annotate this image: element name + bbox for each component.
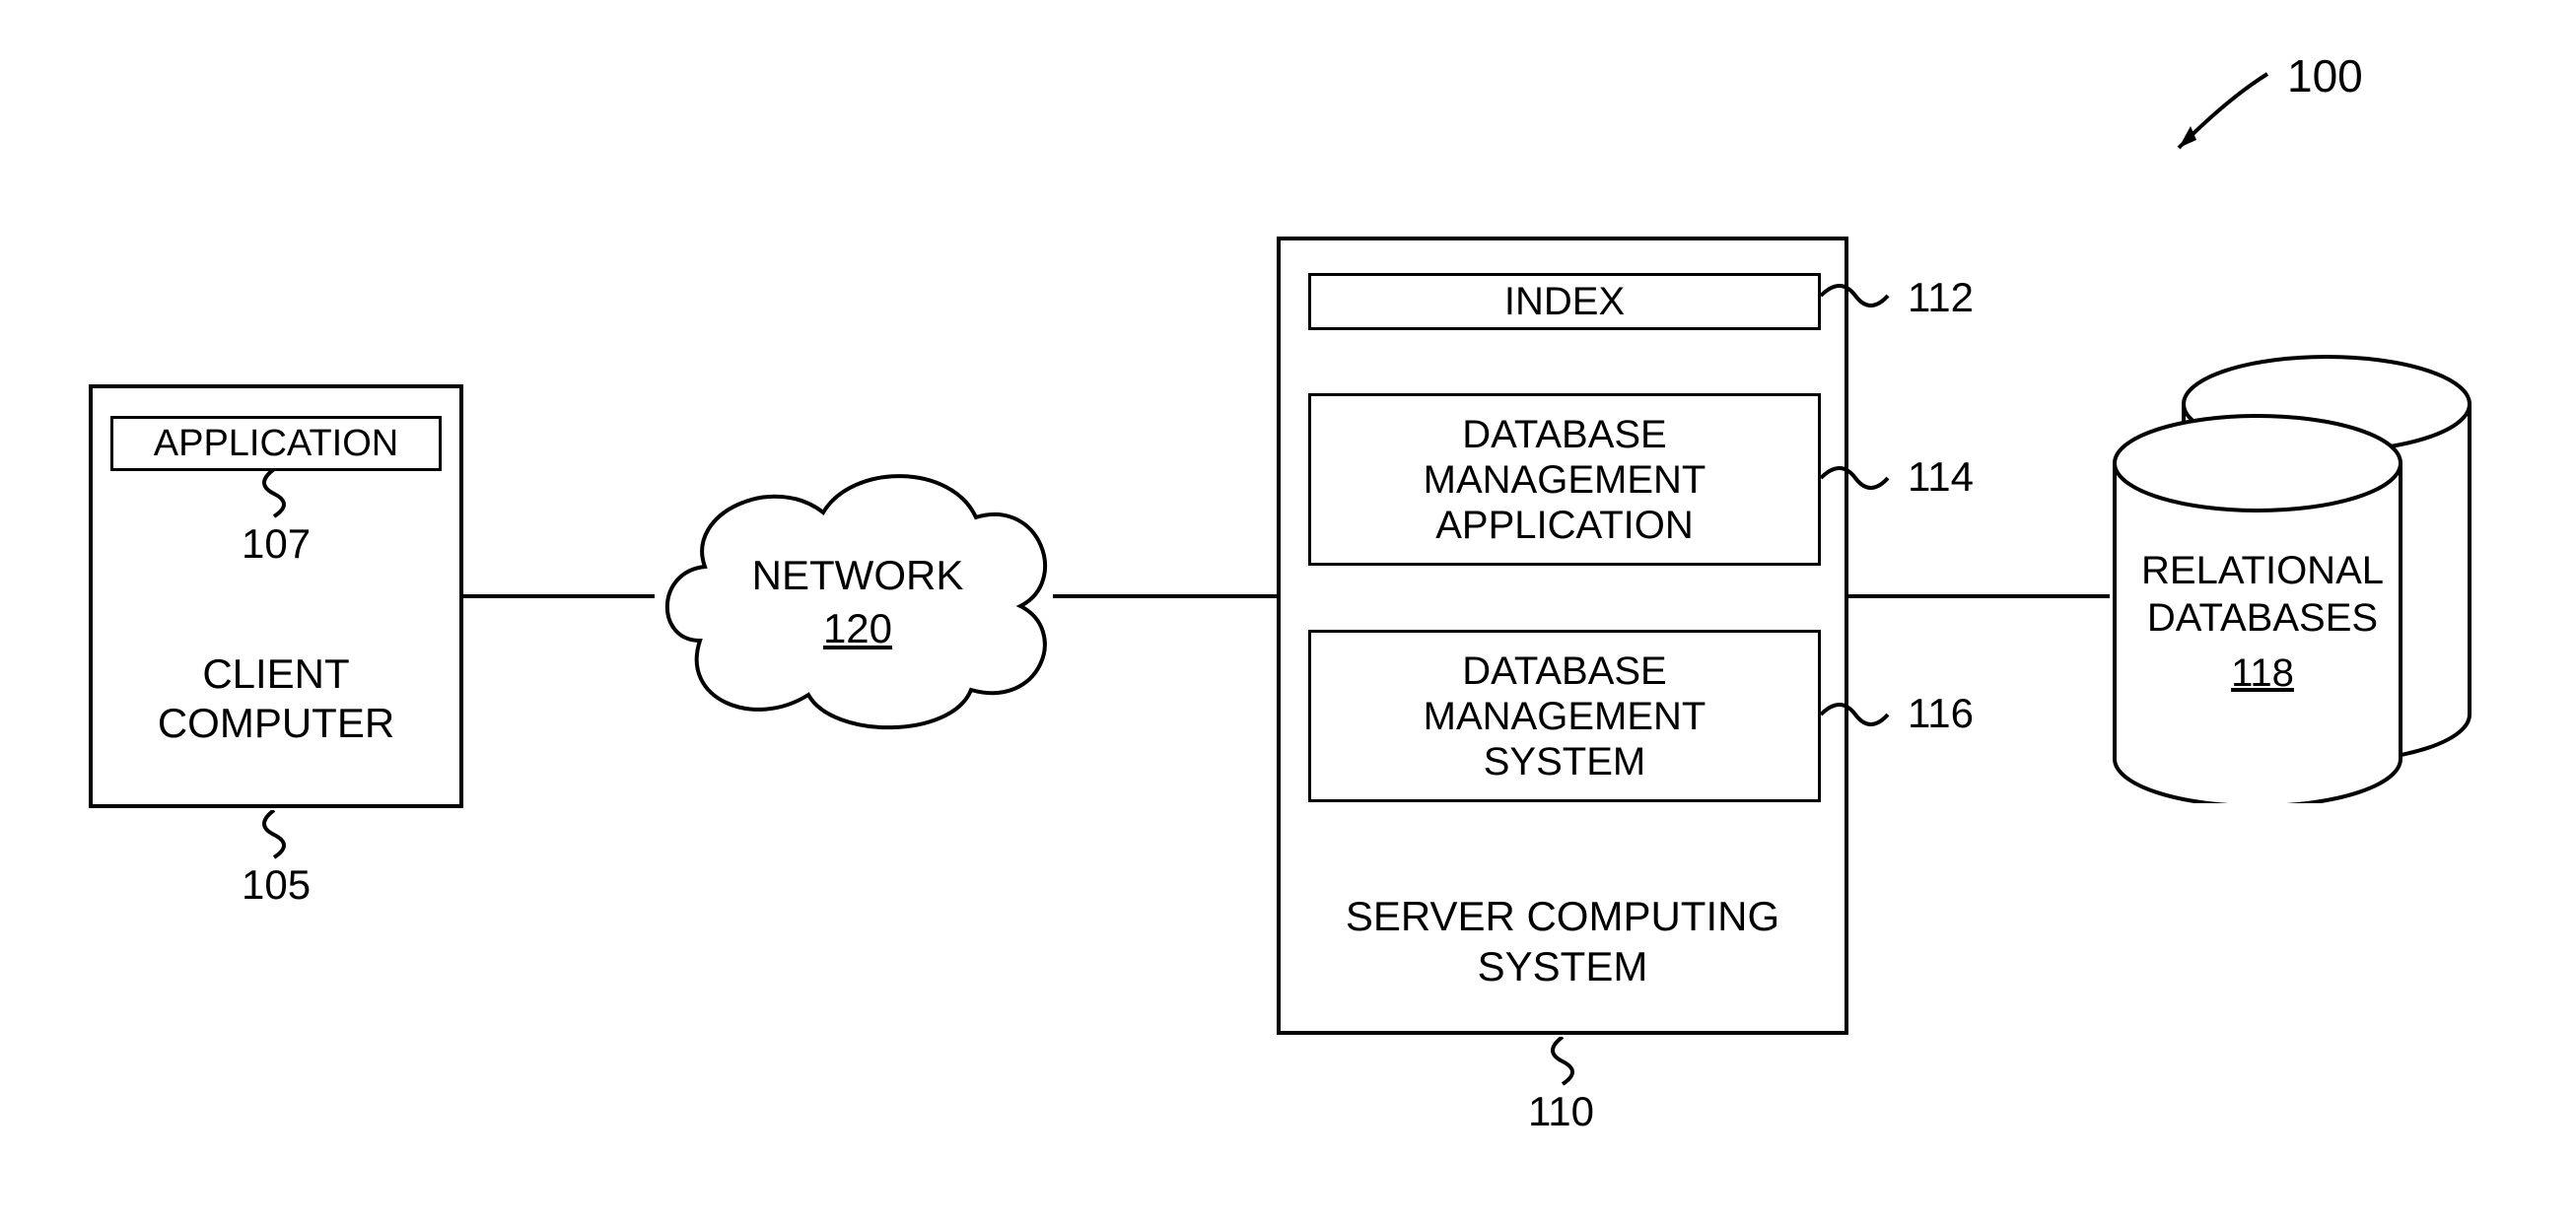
server-title-line1: SERVER COMPUTING — [1281, 892, 1845, 941]
client-title-line1: CLIENT — [93, 649, 459, 699]
figure-reference-number: 100 — [2287, 49, 2363, 102]
db-management-system-box: DATABASE MANAGEMENT SYSTEM — [1308, 630, 1821, 802]
db-line2: DATABASES — [2129, 594, 2396, 642]
leader-116 — [1821, 695, 1890, 734]
db-line1: RELATIONAL — [2129, 547, 2396, 594]
ref-112: 112 — [1908, 274, 1974, 321]
ref-110: 110 — [1528, 1088, 1594, 1135]
client-computer-box: APPLICATION CLIENT COMPUTER — [89, 384, 463, 808]
db-management-application-box: DATABASE MANAGEMENT APPLICATION — [1308, 393, 1821, 566]
ref-118: 118 — [2129, 649, 2396, 697]
dbma-line1: DATABASE — [1462, 412, 1666, 457]
dbma-line2: MANAGEMENT — [1424, 457, 1706, 503]
dbms-line1: DATABASE — [1462, 648, 1666, 694]
ref-105: 105 — [242, 861, 311, 909]
system-architecture-diagram: 100 APPLICATION CLIENT COMPUTER 107 105 … — [0, 0, 2576, 1227]
ref-116: 116 — [1908, 690, 1974, 737]
ref-114: 114 — [1908, 453, 1974, 501]
dbms-line2: MANAGEMENT — [1424, 694, 1706, 739]
dbma-line3: APPLICATION — [1435, 503, 1694, 548]
databases-label: RELATIONAL DATABASES 118 — [2129, 547, 2396, 697]
leader-110 — [1533, 1037, 1592, 1086]
leader-105 — [244, 810, 304, 859]
dbms-line3: SYSTEM — [1484, 739, 1645, 784]
server-title-line2: SYSTEM — [1281, 942, 1845, 991]
client-title-line2: COMPUTER — [93, 699, 459, 748]
leader-114 — [1821, 458, 1890, 498]
leader-107 — [244, 469, 304, 518]
index-label: INDEX — [1504, 280, 1625, 324]
ref-120: 120 — [749, 605, 966, 652]
ref-107: 107 — [242, 520, 311, 568]
index-box: INDEX — [1308, 273, 1821, 330]
application-label: APPLICATION — [154, 423, 398, 465]
leader-112 — [1821, 276, 1890, 315]
application-box: APPLICATION — [110, 416, 442, 471]
server-computing-system-box: INDEX DATABASE MANAGEMENT APPLICATION DA… — [1277, 237, 1848, 1035]
network-label: NETWORK 120 — [749, 552, 966, 652]
